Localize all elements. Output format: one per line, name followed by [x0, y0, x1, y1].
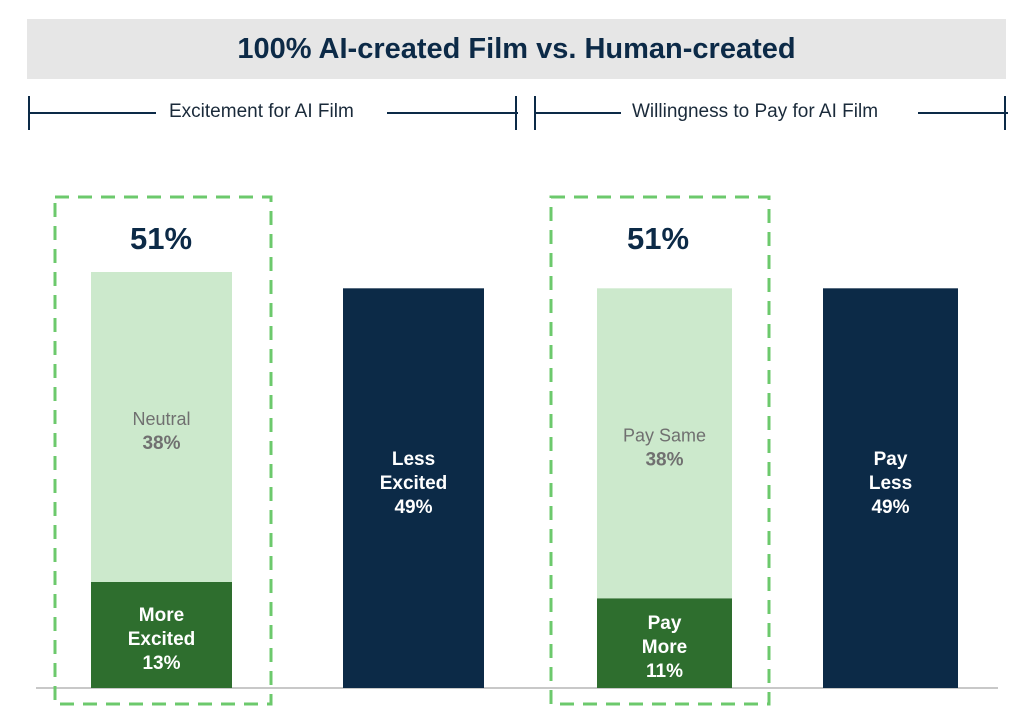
chart-title: 100% AI-created Film vs. Human-created [237, 32, 796, 65]
segment-value-less-excited: 49% [394, 497, 432, 518]
segment-value-neutral: 38% [142, 433, 180, 454]
segment-label-pay-same: Pay Same [623, 425, 706, 445]
highlight-total-label: 51% [130, 221, 192, 256]
bracket-tick-right [515, 96, 517, 130]
bar-segment-more-excited [91, 581, 232, 688]
bracket-line-right [387, 112, 518, 114]
highlight-total-label: 51% [627, 221, 689, 256]
segment-value-pay-more: 11% [646, 661, 683, 682]
segment-value-more-excited: 13% [142, 653, 180, 674]
highlight-box [53, 195, 273, 706]
segment-label-pay-more: More [642, 637, 687, 658]
bar-segment-pay-more [597, 598, 732, 688]
bar-segment-pay-same [597, 288, 732, 599]
segment-label-pay-less: Less [869, 473, 912, 494]
bracket-line-left [534, 112, 621, 114]
section-label-excitement: Excitement for AI Film [169, 101, 354, 122]
section-bracket-excitement: Excitement for AI Film [28, 96, 518, 130]
segment-value-pay-less: 49% [871, 497, 909, 518]
section-label-willingness: Willingness to Pay for AI Film [632, 101, 879, 122]
section-bracket-willingness: Willingness to Pay for AI Film [534, 96, 1008, 130]
segment-value-pay-same: 38% [645, 449, 683, 470]
segment-label-less-excited: Less [392, 449, 435, 470]
segment-label-neutral: Neutral [132, 409, 190, 429]
segment-label-pay-less: Pay [874, 449, 908, 470]
bar-segment-pay-less [823, 288, 958, 688]
bar-segment-neutral [91, 272, 232, 582]
bracket-tick-right [1004, 96, 1006, 130]
bar-segment-less-excited [343, 288, 484, 688]
highlight-box [549, 195, 771, 706]
bracket-line-left [28, 112, 156, 114]
segment-label-less-excited: Excited [380, 473, 448, 494]
segment-label-more-excited: More [139, 605, 184, 626]
segment-label-more-excited: Excited [128, 629, 196, 650]
bracket-line-right [918, 112, 1008, 114]
segment-label-pay-more: Pay [648, 613, 682, 634]
title-bar: 100% AI-created Film vs. Human-created [27, 19, 1006, 79]
